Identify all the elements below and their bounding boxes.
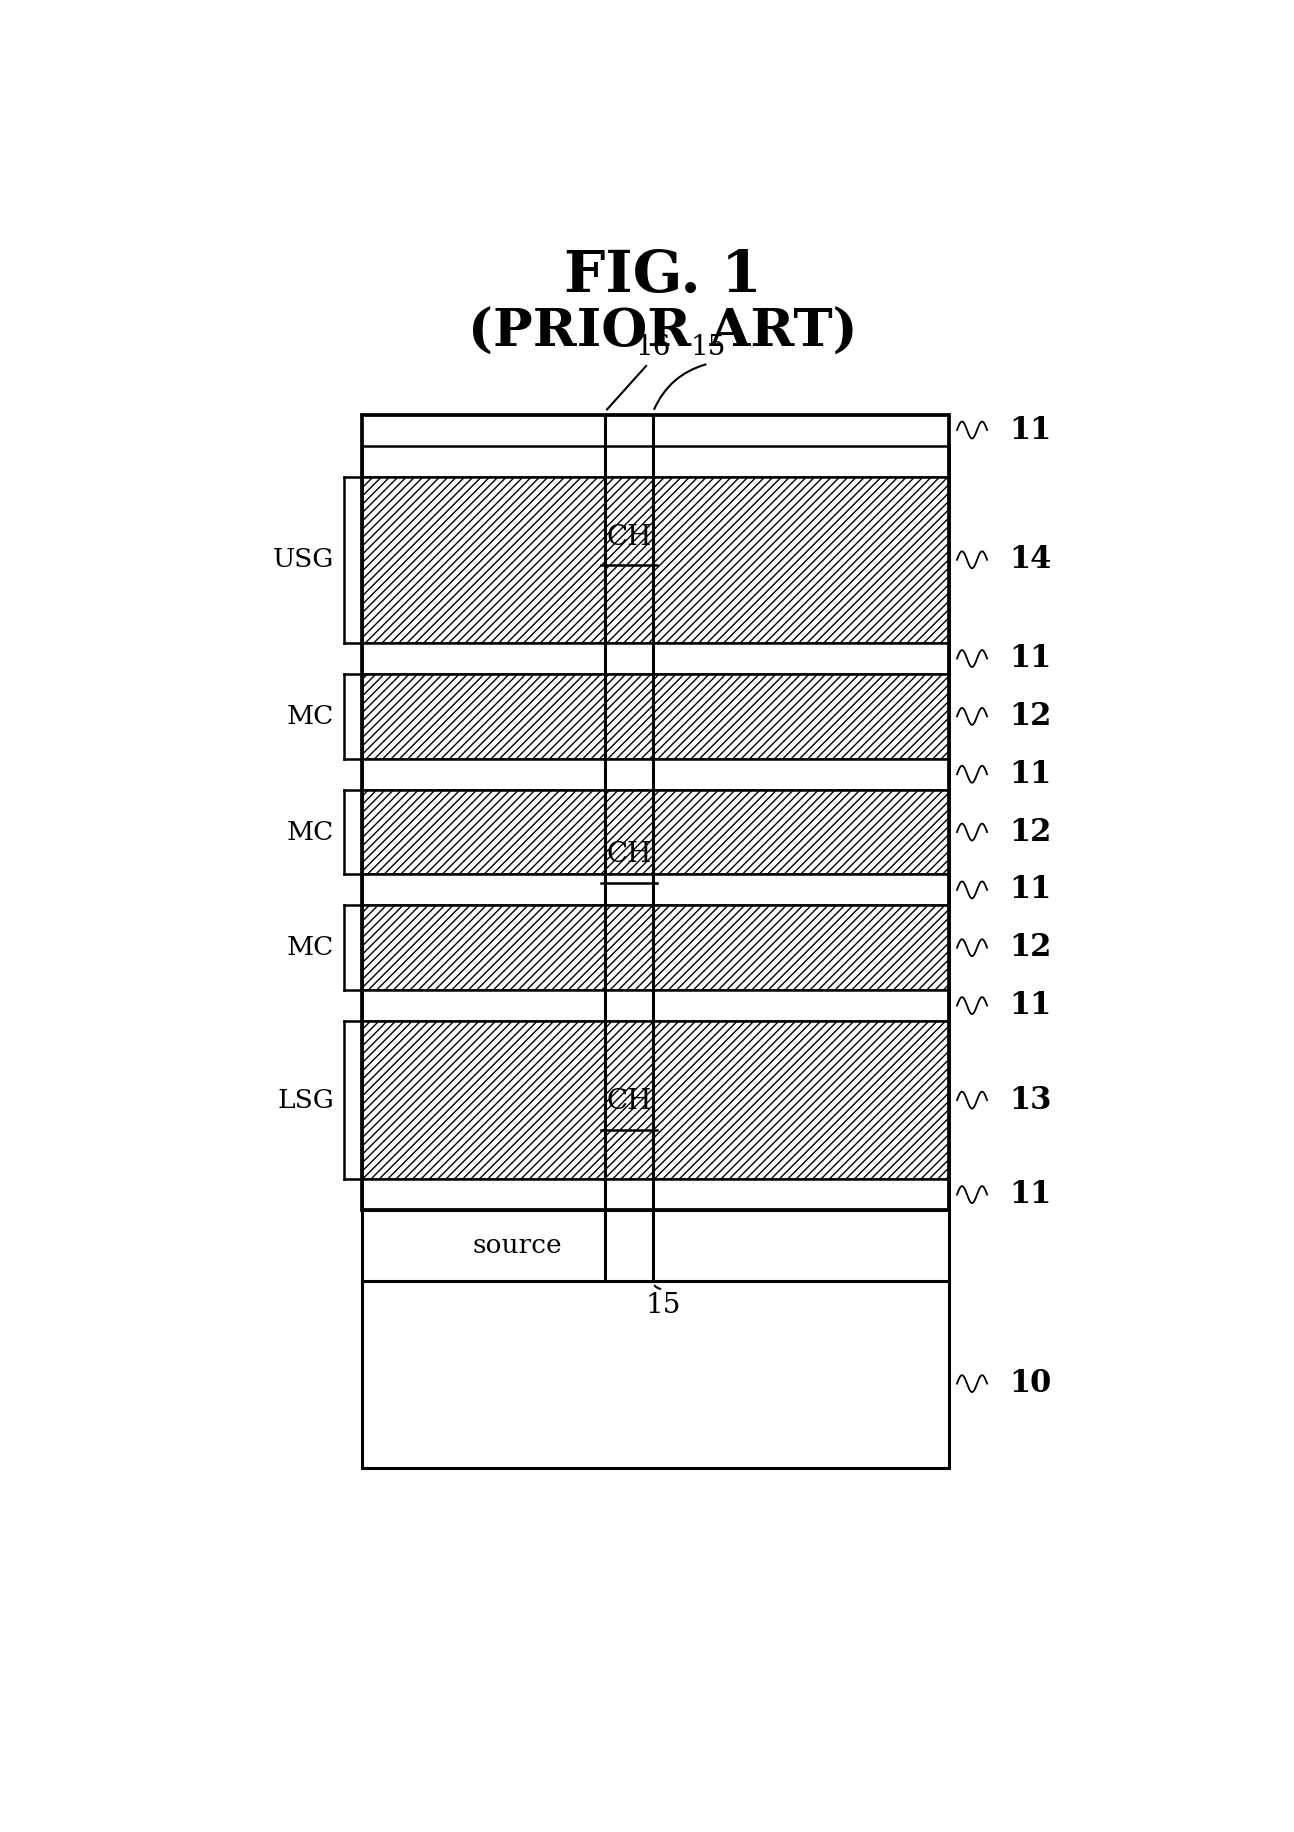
Bar [362,905,949,989]
Text: (PRIOR ART): (PRIOR ART) [468,308,858,359]
Text: 15: 15 [691,333,726,361]
Bar [362,414,949,1211]
Bar [362,1180,949,1211]
Bar [362,989,949,1020]
Text: 10: 10 [1009,1369,1052,1400]
Text: 16: 16 [635,333,670,361]
Text: 11: 11 [1009,758,1052,790]
Bar [362,790,949,874]
Text: 11: 11 [1009,1180,1052,1211]
Text: FIG. 1: FIG. 1 [564,249,762,304]
Text: LSG: LSG [277,1088,334,1112]
Bar [362,1281,949,1467]
Bar [362,674,949,758]
Text: 12: 12 [1009,702,1052,733]
Text: CH: CH [607,841,652,868]
Bar [362,445,949,476]
Text: 11: 11 [1009,874,1052,905]
Bar [362,758,949,790]
Text: 13: 13 [1009,1085,1052,1116]
Bar [362,1211,949,1281]
Text: 12: 12 [1009,932,1052,964]
Text: CH: CH [607,524,652,551]
Bar [362,1020,949,1180]
Text: 14: 14 [1009,544,1052,575]
Text: MC: MC [287,934,334,960]
Text: source: source [472,1233,563,1259]
Text: CH: CH [607,1088,652,1116]
Text: 11: 11 [1009,989,1052,1020]
Text: 11: 11 [1009,643,1052,674]
Text: MC: MC [287,819,334,845]
Text: 11: 11 [1009,414,1052,445]
Text: USG: USG [273,548,334,572]
Bar [362,874,949,905]
Bar [362,476,949,643]
Bar [362,643,949,674]
Text: 15: 15 [646,1292,681,1319]
Text: MC: MC [287,703,334,729]
Text: 12: 12 [1009,817,1052,848]
